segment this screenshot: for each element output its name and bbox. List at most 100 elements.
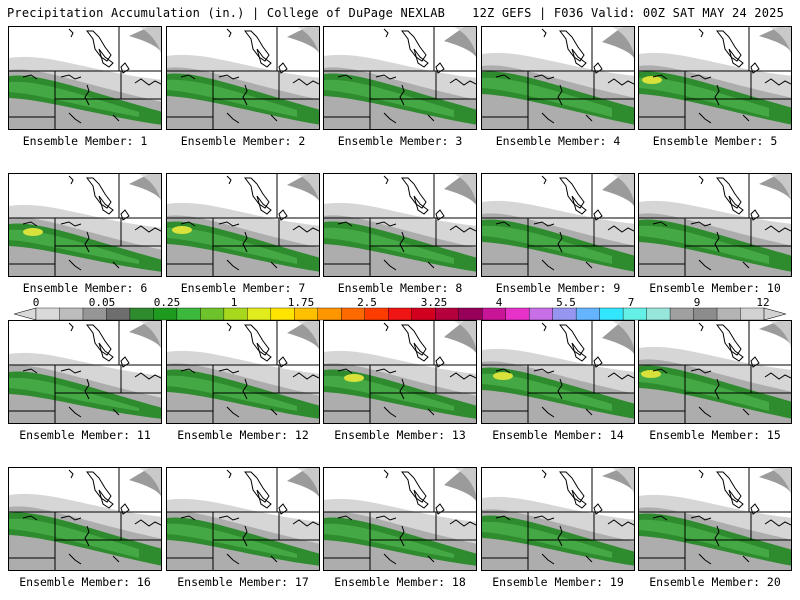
basemap-line — [698, 469, 704, 479]
basemap-line — [134, 372, 161, 380]
basemap-line — [764, 225, 791, 233]
ensemble-member-label: Ensemble Member: 10 — [649, 281, 781, 295]
basemap-line — [764, 372, 791, 380]
ensemble-member-label: Ensemble Member: 6 — [22, 281, 148, 295]
ensemble-member-label: Ensemble Member: 16 — [19, 575, 151, 589]
precip-map — [639, 468, 791, 570]
colorbar-segment — [129, 307, 154, 321]
basemap-line — [218, 515, 240, 521]
precip-shading — [9, 229, 139, 264]
ensemble-member-label: Ensemble Member: 4 — [495, 134, 621, 148]
basemap-line — [218, 368, 240, 374]
precip-shading — [167, 79, 297, 117]
basemap-line — [690, 221, 712, 227]
basemap-line — [435, 503, 445, 515]
precip-shading — [297, 27, 319, 54]
basemap-line — [585, 408, 593, 416]
precip-map — [324, 27, 476, 129]
precip-map — [324, 321, 476, 423]
basemap-line — [22, 221, 38, 227]
basemap-line — [134, 519, 161, 527]
colorbar-segment — [669, 307, 694, 321]
ensemble-member-map — [166, 467, 320, 571]
basemap-line — [112, 114, 120, 122]
basemap-line — [375, 368, 397, 374]
basemap-line — [495, 368, 511, 374]
ensemble-member-map — [638, 467, 792, 571]
basemap-line — [218, 221, 240, 227]
colorbar-tick-label: 0 — [32, 296, 40, 309]
colorbar-tick-label: 5.5 — [556, 296, 576, 309]
basemap-line — [742, 261, 750, 269]
basemap-line — [750, 209, 760, 221]
ensemble-member-label: Ensemble Member: 8 — [337, 281, 463, 295]
ensemble-member-map — [8, 26, 162, 130]
basemap-line — [698, 28, 704, 38]
basemap-line — [571, 48, 587, 68]
basemap-line — [244, 30, 270, 62]
precip-map — [167, 321, 319, 423]
basemap-line — [401, 471, 427, 503]
basemap-line — [226, 112, 240, 124]
basemap-line — [413, 342, 429, 362]
ensemble-member-label: Ensemble Member: 1 — [22, 134, 148, 148]
basemap-line — [571, 342, 587, 362]
basemap-line — [337, 221, 353, 227]
basemap-line — [714, 231, 720, 253]
basemap-line — [449, 78, 476, 86]
basemap-line — [84, 84, 90, 106]
basemap-line — [256, 48, 272, 68]
colorbar-segment — [59, 307, 84, 321]
colorbar-segment — [622, 307, 647, 321]
basemap-line — [22, 515, 38, 521]
basemap-line — [698, 259, 712, 271]
basemap-line — [652, 368, 668, 374]
precip-map — [639, 174, 791, 276]
basemap-line — [244, 324, 270, 356]
colorbar-segment — [505, 307, 530, 321]
basemap-line — [714, 378, 720, 400]
basemap-line — [383, 28, 389, 38]
basemap-line — [533, 368, 555, 374]
precip-shading — [297, 468, 319, 495]
colorbar-segment — [35, 307, 60, 321]
basemap-line — [716, 177, 742, 209]
basemap-line — [383, 112, 397, 124]
basemap-line — [742, 555, 750, 563]
basemap-line — [593, 209, 603, 221]
ensemble-member-map — [481, 173, 635, 277]
basemap-line — [427, 261, 435, 269]
basemap-line — [652, 515, 668, 521]
ensemble-member-map — [638, 26, 792, 130]
basemap-line — [180, 74, 196, 80]
ensemble-member-map — [638, 173, 792, 277]
precip-map — [9, 468, 161, 570]
basemap-line — [278, 62, 288, 74]
basemap-line — [242, 378, 248, 400]
basemap-line — [541, 112, 555, 124]
colorbar-tick-label: 0.05 — [88, 296, 116, 309]
ensemble-member-map — [481, 467, 635, 571]
colorbar-segment — [317, 307, 342, 321]
precip-shading — [612, 468, 634, 495]
basemap-line — [226, 28, 232, 38]
basemap-line — [750, 503, 760, 515]
basemap-line — [571, 195, 587, 215]
colorbar-segment — [341, 307, 366, 321]
basemap-line — [180, 368, 196, 374]
ensemble-member-map — [166, 26, 320, 130]
basemap-line — [541, 28, 547, 38]
basemap-line — [375, 74, 397, 80]
basemap-line — [68, 469, 74, 479]
ensemble-member-map — [8, 173, 162, 277]
basemap-line — [337, 368, 353, 374]
precip-shading — [639, 225, 769, 264]
basemap-line — [716, 471, 742, 503]
basemap-line — [60, 368, 82, 374]
basemap-line — [86, 471, 112, 503]
ensemble-member-label: Ensemble Member: 9 — [495, 281, 621, 295]
precip-shading — [454, 468, 476, 495]
ensemble-member-map — [166, 320, 320, 424]
basemap-line — [449, 519, 476, 527]
basemap-line — [383, 322, 389, 332]
